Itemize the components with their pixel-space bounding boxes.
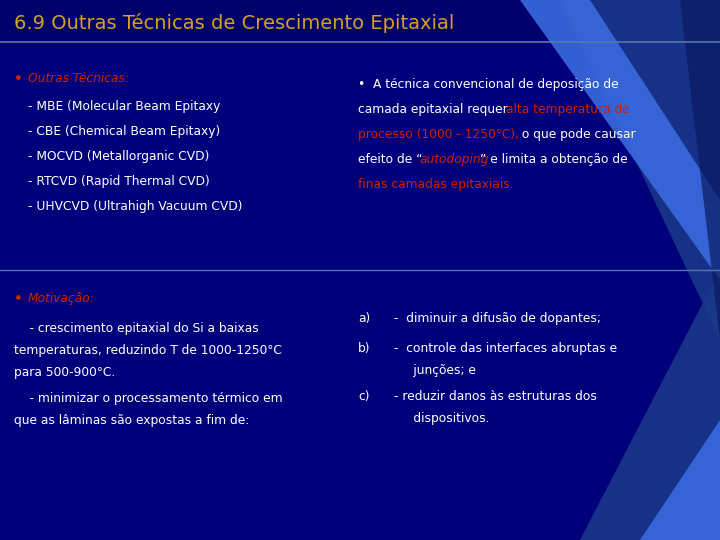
- Text: ” e limita a obtenção de: ” e limita a obtenção de: [480, 153, 628, 166]
- Text: a): a): [358, 312, 370, 325]
- Text: temperaturas, reduzindo T de 1000-1250°C: temperaturas, reduzindo T de 1000-1250°C: [14, 344, 282, 357]
- Polygon shape: [480, 0, 720, 340]
- Text: processo (1000 - 1250°C),: processo (1000 - 1250°C),: [358, 128, 519, 141]
- Text: efeito de “: efeito de “: [358, 153, 423, 166]
- Text: autodoping: autodoping: [420, 153, 490, 166]
- Text: - MOCVD (Metallorganic CVD): - MOCVD (Metallorganic CVD): [28, 150, 210, 163]
- Text: que as lâminas são expostas a fim de:: que as lâminas são expostas a fim de:: [14, 414, 249, 427]
- Text: junções; e: junções; e: [394, 364, 476, 377]
- Text: •: •: [14, 292, 23, 306]
- Polygon shape: [520, 0, 720, 280]
- Text: - RTCVD (Rapid Thermal CVD): - RTCVD (Rapid Thermal CVD): [28, 175, 210, 188]
- Text: - CBE (Chemical Beam Epitaxy): - CBE (Chemical Beam Epitaxy): [28, 125, 220, 138]
- Text: -  controle das interfaces abruptas e: - controle das interfaces abruptas e: [394, 342, 617, 355]
- Text: c): c): [358, 390, 369, 403]
- Text: dispositivos.: dispositivos.: [394, 412, 490, 425]
- Text: - reduzir danos às estruturas dos: - reduzir danos às estruturas dos: [394, 390, 597, 403]
- Polygon shape: [640, 420, 720, 540]
- Polygon shape: [580, 270, 720, 540]
- Text: - minimizar o processamento térmico em: - minimizar o processamento térmico em: [14, 392, 283, 405]
- Text: b): b): [358, 342, 371, 355]
- Text: -  diminuir a difusão de dopantes;: - diminuir a difusão de dopantes;: [394, 312, 601, 325]
- Text: •  A técnica convencional de deposição de: • A técnica convencional de deposição de: [358, 78, 618, 91]
- Text: o que pode causar: o que pode causar: [518, 128, 636, 141]
- Polygon shape: [680, 0, 720, 340]
- Text: finas camadas epitaxiais.: finas camadas epitaxiais.: [358, 178, 513, 191]
- Text: alta temperatura de: alta temperatura de: [506, 103, 630, 116]
- Text: - crescimento epitaxial do Si a baixas: - crescimento epitaxial do Si a baixas: [14, 322, 258, 335]
- Text: Outras Técnicas:: Outras Técnicas:: [28, 72, 129, 85]
- Text: - UHVCVD (Ultrahigh Vacuum CVD): - UHVCVD (Ultrahigh Vacuum CVD): [28, 200, 243, 213]
- Text: para 500-900°C.: para 500-900°C.: [14, 366, 115, 379]
- Text: •: •: [14, 72, 23, 86]
- Text: 6.9 Outras Técnicas de Crescimento Epitaxial: 6.9 Outras Técnicas de Crescimento Epita…: [14, 13, 454, 33]
- Text: - MBE (Molecular Beam Epitaxy: - MBE (Molecular Beam Epitaxy: [28, 100, 220, 113]
- FancyBboxPatch shape: [0, 0, 720, 40]
- Text: Motivação:: Motivação:: [28, 292, 95, 305]
- Text: camada epitaxial requer: camada epitaxial requer: [358, 103, 512, 116]
